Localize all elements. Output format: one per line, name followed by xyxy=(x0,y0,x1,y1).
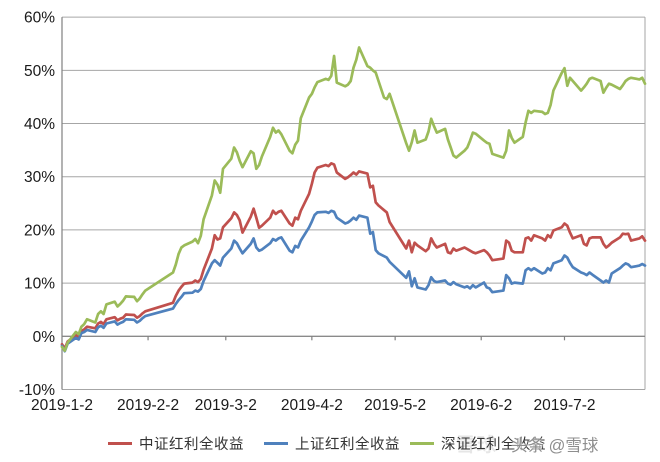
svg-text:40%: 40% xyxy=(24,116,55,133)
svg-text:2019-2-2: 2019-2-2 xyxy=(117,397,179,414)
svg-text:50%: 50% xyxy=(24,63,55,80)
svg-text:2019-7-2: 2019-7-2 xyxy=(533,397,595,414)
svg-text:2019-4-2: 2019-4-2 xyxy=(281,397,343,414)
svg-text:60%: 60% xyxy=(24,10,55,27)
svg-text:30%: 30% xyxy=(24,169,55,186)
svg-text:2019-5-2: 2019-5-2 xyxy=(364,397,426,414)
svg-text:-10%: -10% xyxy=(19,382,55,399)
legend-label: 中证红利全收益 xyxy=(139,436,244,453)
svg-text:2019-3-2: 2019-3-2 xyxy=(195,397,257,414)
legend-label: 深证红利全收益 xyxy=(441,436,546,453)
toutiao-xueqiu-watermark: 头条 @雪球 xyxy=(511,437,599,455)
legend-item-csi-dividend: 中证红利全收益 xyxy=(108,432,244,454)
green-line-swatch xyxy=(410,441,434,445)
svg-text:2019-6-2: 2019-6-2 xyxy=(450,397,512,414)
legend: 中证红利全收益 上证红利全收益 深证红利全收益 xyxy=(0,432,660,456)
svg-text:10%: 10% xyxy=(24,276,55,293)
svg-text:20%: 20% xyxy=(24,222,55,239)
legend-item-szse-dividend: 深证红利全收益 xyxy=(410,432,546,454)
svg-text:2019-1-2: 2019-1-2 xyxy=(31,397,93,414)
svg-text:0%: 0% xyxy=(33,329,56,346)
red-line-swatch xyxy=(108,441,132,445)
legend-item-sse-dividend: 上证红利全收益 xyxy=(264,432,400,454)
legend-label: 上证红利全收益 xyxy=(295,436,400,453)
blue-line-swatch xyxy=(264,441,288,445)
